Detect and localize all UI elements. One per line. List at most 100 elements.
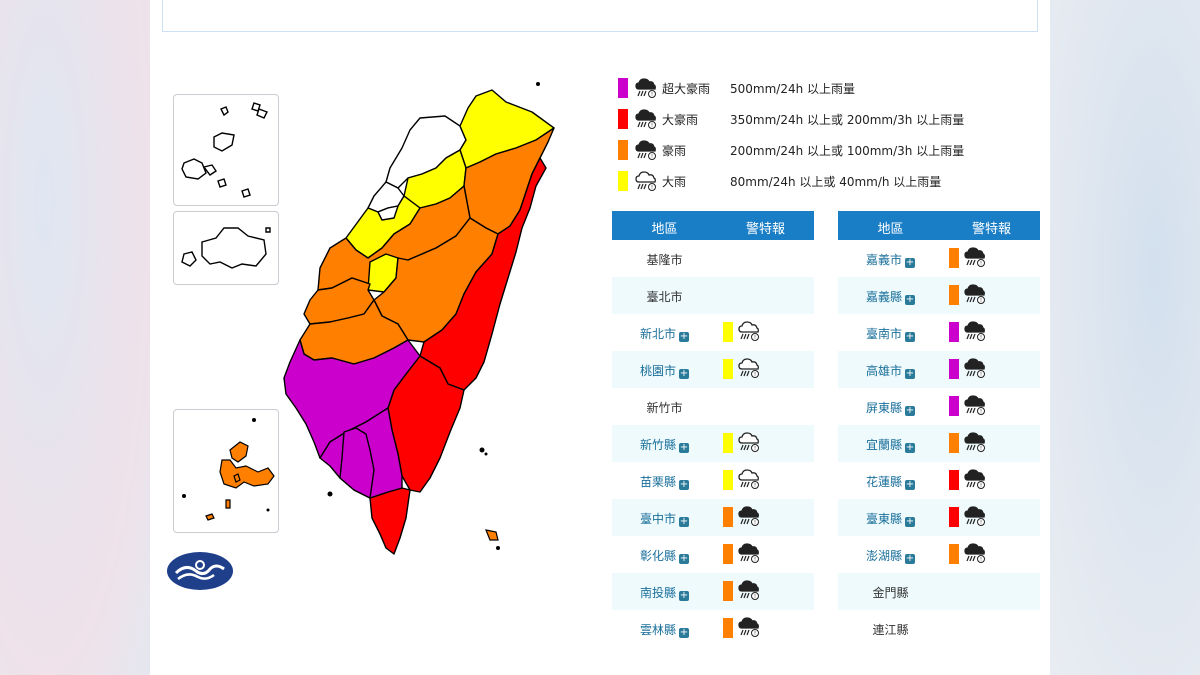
svg-text:!: ! <box>754 594 756 600</box>
warning-swatch <box>723 322 733 342</box>
svg-text:!: ! <box>754 631 756 637</box>
region-name[interactable]: 嘉義縣 + <box>865 290 915 305</box>
svg-text:!: ! <box>651 154 653 160</box>
region-name[interactable]: 新北市 + <box>639 327 689 342</box>
region-name: 臺北市 <box>646 290 683 304</box>
table-row: 嘉義市 +! <box>838 240 1040 277</box>
region-name[interactable]: 屏東縣 + <box>865 401 915 416</box>
legend-desc: 500mm/24h 以上雨量 <box>730 82 856 96</box>
region-name[interactable]: 南投縣 + <box>639 586 689 601</box>
warning-swatch <box>949 285 959 305</box>
rain-dark-icon: ! <box>963 504 987 528</box>
table-row: 臺中市 +! <box>612 499 814 536</box>
warning-swatch <box>949 359 959 379</box>
region-name[interactable]: 桃園市 + <box>639 364 689 379</box>
rain-dark-icon: ! <box>963 319 987 343</box>
expand-plus-icon[interactable]: + <box>905 294 915 305</box>
expand-plus-icon[interactable]: + <box>679 516 689 527</box>
rain-light-icon: ! <box>634 169 658 191</box>
region-name[interactable]: 臺南市 + <box>865 327 915 342</box>
legend-desc: 80mm/24h 以上或 40mm/h 以上雨量 <box>730 175 942 189</box>
warning-swatch <box>949 433 959 453</box>
rain-light-icon: ! <box>737 319 761 343</box>
rain-light-icon: ! <box>737 430 761 454</box>
region-name[interactable]: 嘉義市 + <box>865 253 915 268</box>
expand-plus-icon[interactable]: + <box>905 442 915 453</box>
expand-plus-icon[interactable]: + <box>905 553 915 564</box>
expand-plus-icon[interactable]: + <box>905 368 915 379</box>
region-name[interactable]: 澎湖縣 + <box>865 549 915 564</box>
table-row: 彰化縣 +! <box>612 536 814 573</box>
svg-text:!: ! <box>980 409 982 415</box>
inset-penghu <box>173 409 279 533</box>
legend-swatch <box>618 109 628 129</box>
region-name[interactable]: 宜蘭縣 + <box>865 438 915 453</box>
region-name[interactable]: 彰化縣 + <box>639 549 689 564</box>
table-row: 臺東縣 +! <box>838 499 1040 536</box>
region-name[interactable]: 新竹縣 + <box>639 438 689 453</box>
rain-dark-icon: ! <box>963 467 987 491</box>
table-row: 高雄市 +! <box>838 351 1040 388</box>
svg-text:!: ! <box>980 483 982 489</box>
rain-light-icon: ! <box>737 356 761 380</box>
region-name[interactable]: 臺中市 + <box>639 512 689 527</box>
warning-swatch <box>949 322 959 342</box>
svg-text:!: ! <box>754 557 756 563</box>
warning-swatch <box>949 248 959 268</box>
region-name[interactable]: 苗栗縣 + <box>639 475 689 490</box>
warning-swatch <box>949 396 959 416</box>
rain-light-icon: ! <box>737 467 761 491</box>
region-name[interactable]: 花蓮縣 + <box>865 475 915 490</box>
svg-text:!: ! <box>651 92 653 98</box>
expand-plus-icon[interactable]: + <box>905 257 915 268</box>
matsu-islands <box>181 102 268 198</box>
offshore-dots <box>327 82 540 550</box>
table-row: 澎湖縣 +! <box>838 536 1040 573</box>
rain-dark-icon: ! <box>634 138 658 160</box>
region-name[interactable]: 臺東縣 + <box>865 512 915 527</box>
expand-plus-icon[interactable]: + <box>679 368 689 379</box>
rain-dark-icon: ! <box>963 430 987 454</box>
svg-text:!: ! <box>754 335 756 341</box>
svg-text:!: ! <box>980 298 982 304</box>
table-row: 雲林縣 +! <box>612 610 814 647</box>
warning-swatch <box>723 433 733 453</box>
table-row: 嘉義縣 +! <box>838 277 1040 314</box>
svg-text:!: ! <box>980 372 982 378</box>
legend: ! 超大豪雨 500mm/24h 以上雨量! 大豪雨 350mm/24h 以上或 200… <box>618 72 1038 196</box>
legend-item: ! 大雨 80mm/24h 以上或 40mm/h 以上雨量 <box>618 165 1038 196</box>
region-lanyu[interactable] <box>485 529 499 541</box>
expand-plus-icon[interactable]: + <box>679 553 689 564</box>
expand-plus-icon[interactable]: + <box>679 590 689 601</box>
rain-dark-icon: ! <box>634 76 658 98</box>
svg-text:!: ! <box>754 483 756 489</box>
region-pingtung[interactable] <box>339 427 375 499</box>
region-name[interactable]: 高雄市 + <box>865 364 915 379</box>
kinmen-islands <box>181 227 271 269</box>
region-hualien[interactable] <box>419 157 547 391</box>
header-warning: 警特報 <box>745 222 785 237</box>
expand-plus-icon[interactable]: + <box>905 516 915 527</box>
table-header: 地區 警特報 <box>612 211 814 240</box>
inset-kinmen <box>173 211 279 285</box>
region-hsinchu-city[interactable] <box>377 205 399 221</box>
expand-plus-icon[interactable]: + <box>679 331 689 342</box>
warning-swatch <box>949 507 959 527</box>
rain-dark-icon: ! <box>737 615 761 639</box>
region-name: 新竹市 <box>646 401 683 415</box>
expand-plus-icon[interactable]: + <box>905 405 915 416</box>
region-pingtung-south[interactable] <box>369 487 411 555</box>
legend-desc: 350mm/24h 以上或 200mm/3h 以上雨量 <box>730 113 965 127</box>
svg-text:!: ! <box>980 335 982 341</box>
svg-text:!: ! <box>754 372 756 378</box>
expand-plus-icon[interactable]: + <box>905 331 915 342</box>
expand-plus-icon[interactable]: + <box>679 442 689 453</box>
top-frame <box>162 0 1038 32</box>
warning-swatch <box>949 544 959 564</box>
rain-dark-icon: ! <box>963 393 987 417</box>
legend-desc: 200mm/24h 以上或 100mm/3h 以上雨量 <box>730 144 965 158</box>
expand-plus-icon[interactable]: + <box>679 479 689 490</box>
expand-plus-icon[interactable]: + <box>679 627 689 638</box>
expand-plus-icon[interactable]: + <box>905 479 915 490</box>
region-name[interactable]: 雲林縣 + <box>639 623 689 638</box>
